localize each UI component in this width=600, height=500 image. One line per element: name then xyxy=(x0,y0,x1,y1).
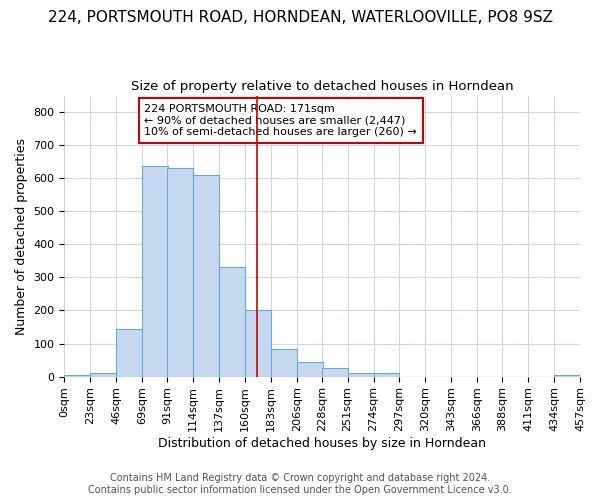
Bar xyxy=(554,375,580,376)
Bar xyxy=(219,268,245,376)
Bar xyxy=(116,330,142,376)
X-axis label: Distribution of detached houses by size in Horndean: Distribution of detached houses by size … xyxy=(158,437,486,450)
Bar xyxy=(91,374,116,376)
Bar xyxy=(167,168,193,376)
Bar xyxy=(322,368,347,376)
Bar xyxy=(245,310,271,376)
Text: 224 PORTSMOUTH ROAD: 171sqm
← 90% of detached houses are smaller (2,447)
10% of : 224 PORTSMOUTH ROAD: 171sqm ← 90% of det… xyxy=(145,104,417,137)
Bar xyxy=(64,375,91,376)
Text: Contains HM Land Registry data © Crown copyright and database right 2024.
Contai: Contains HM Land Registry data © Crown c… xyxy=(88,474,512,495)
Text: 224, PORTSMOUTH ROAD, HORNDEAN, WATERLOOVILLE, PO8 9SZ: 224, PORTSMOUTH ROAD, HORNDEAN, WATERLOO… xyxy=(47,10,553,25)
Y-axis label: Number of detached properties: Number of detached properties xyxy=(15,138,28,334)
Bar xyxy=(374,372,400,376)
Bar xyxy=(347,373,374,376)
Bar xyxy=(142,166,168,376)
Bar xyxy=(271,349,297,376)
Bar xyxy=(193,175,219,376)
Bar xyxy=(297,362,323,376)
Title: Size of property relative to detached houses in Horndean: Size of property relative to detached ho… xyxy=(131,80,514,93)
